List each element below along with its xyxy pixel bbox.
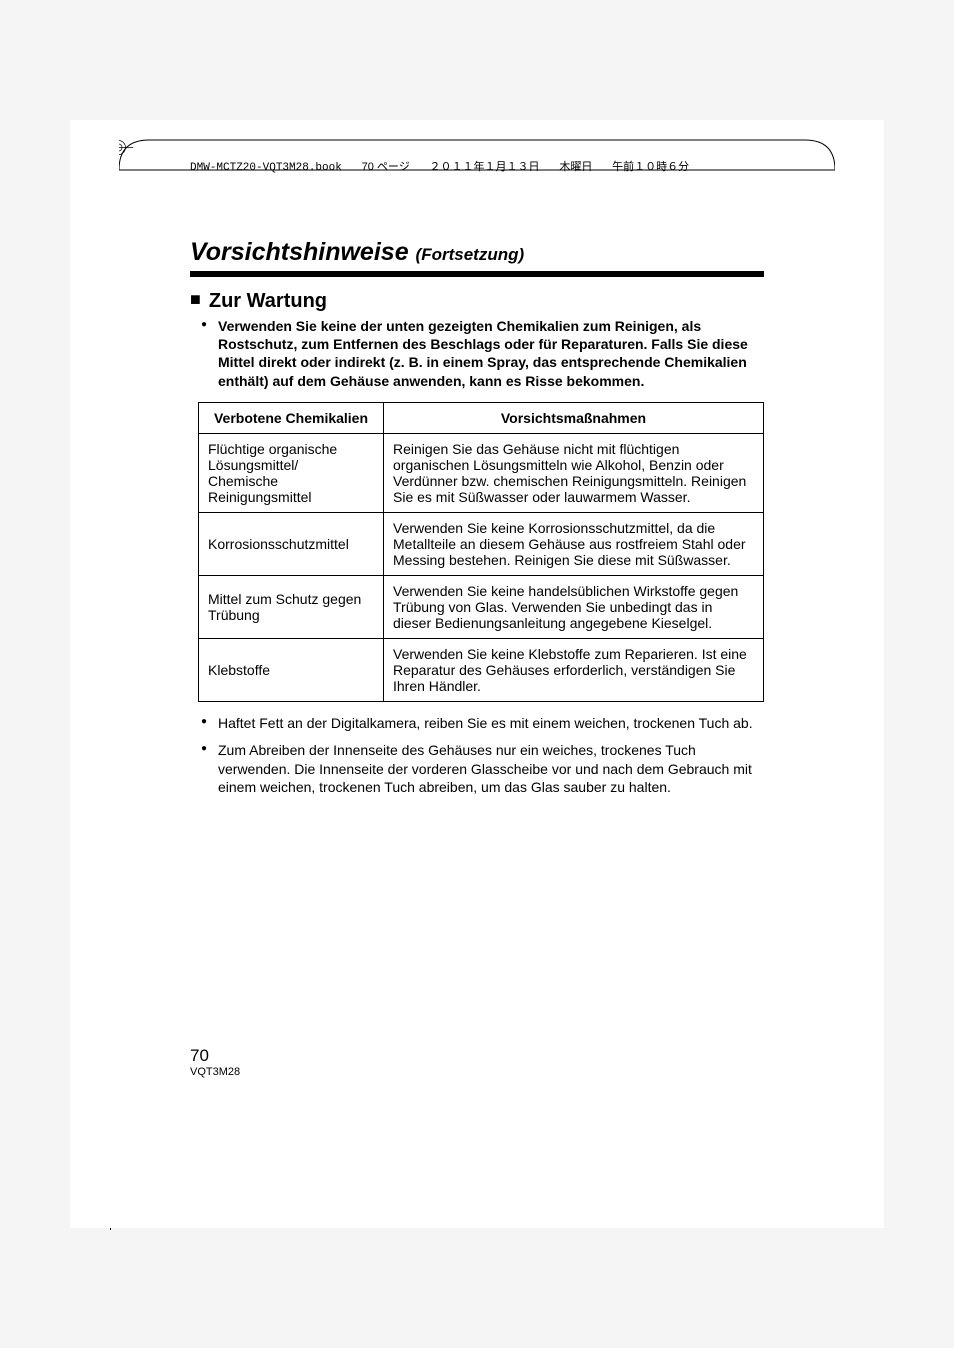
list-item: Zum Abreiben der Innenseite des Gehäuses… [218,741,764,798]
title-main: Vorsichtshinweise [190,238,409,266]
table-row: Mittel zum Schutz gegen Trübung Verwende… [199,575,764,638]
list-item: Haftet Fett an der Digitalkamera, reiben… [218,714,764,733]
table-cell: Verwenden Sie keine Korrosionsschutzmitt… [384,512,764,575]
page-title: Vorsichtshinweise (Fortsetzung) [190,238,764,267]
table-header-col1: Verbotene Chemikalien [199,402,384,433]
table-row: Flüchtige organische Lösungsmittel/ Chem… [199,433,764,512]
chemicals-table: Verbotene Chemikalien Vorsichtsmaßnahmen… [198,402,764,702]
doc-id: VQT3M28 [190,1066,240,1078]
table-row: Korrosionsschutzmittel Verwenden Sie kei… [199,512,764,575]
table-cell: Flüchtige organische Lösungsmittel/ Chem… [199,433,384,512]
table-cell: Verwenden Sie keine Klebstoffe zum Repar… [384,638,764,701]
table-cell: Klebstoffe [199,638,384,701]
section-heading-text: Zur Wartung [209,290,327,312]
table-cell: Mittel zum Schutz gegen Trübung [199,575,384,638]
header-weekday: 木曜日 [559,161,592,173]
bullet-list: Haftet Fett an der Digitalkamera, reiben… [218,714,764,798]
header-date: ２０１１年１月１３日 [430,161,540,173]
page: DMW-MCTZ20-VQT3M28.book 70 ページ ２０１１年１月１３… [70,120,884,1228]
table-row: Klebstoffe Verwenden Sie keine Klebstoff… [199,638,764,701]
intro-paragraph: Verwenden Sie keine der unten gezeigten … [218,317,764,390]
header-bookfile: DMW-MCTZ20-VQT3M28.book [190,162,342,174]
page-number: 70 [190,1046,240,1066]
square-bullet-icon: ■ [190,289,201,310]
header-filename-line: DMW-MCTZ20-VQT3M28.book 70 ページ ２０１１年１月１３… [190,158,689,174]
table-cell: Reinigen Sie das Gehäuse nicht mit flüch… [384,433,764,512]
header-time: 午前１０時６分 [612,161,689,173]
footer: 70 VQT3M28 [190,1046,240,1078]
header-pagelabel: 70 ページ [362,161,410,173]
table-cell: Verwenden Sie keine handelsüblichen Wirk… [384,575,764,638]
table-header-col2: Vorsichtsmaßnahmen [384,402,764,433]
title-rule [190,271,764,275]
title-continuation: (Fortsetzung) [416,245,525,264]
section-heading: ■ Zur Wartung [190,289,764,313]
table-cell: Korrosionsschutzmittel [199,512,384,575]
